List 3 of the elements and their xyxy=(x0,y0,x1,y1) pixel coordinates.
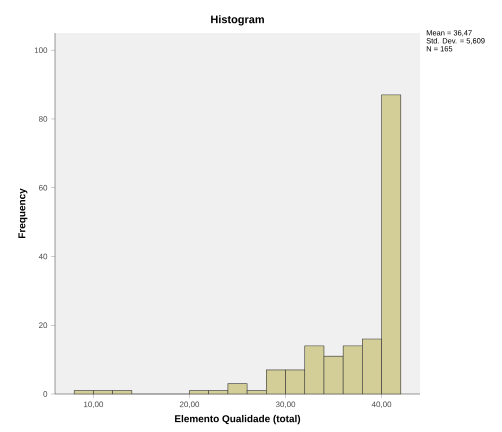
y-axis-title: Frequency xyxy=(18,188,28,238)
x-axis-title: Elemento Qualidade (total) xyxy=(175,414,300,424)
chart-title: Histogram xyxy=(211,15,264,26)
